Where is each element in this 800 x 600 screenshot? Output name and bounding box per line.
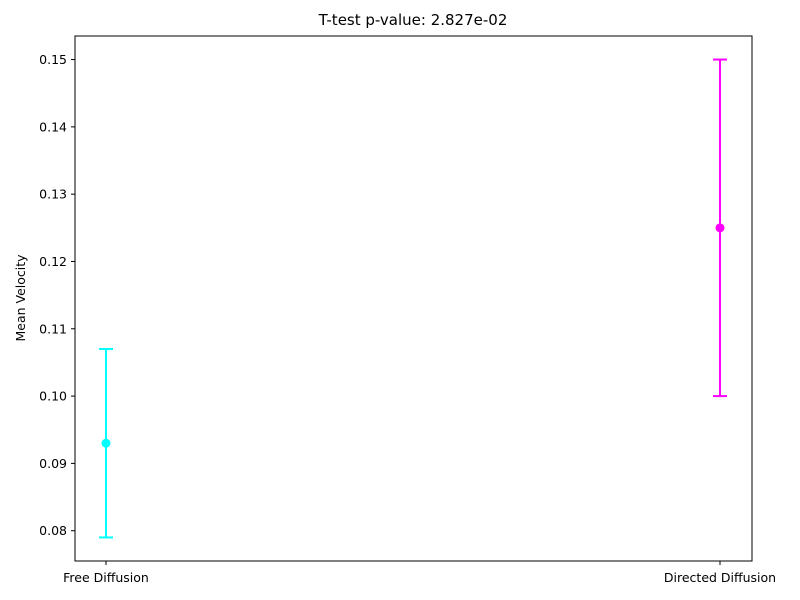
y-tick-label: 0.13 bbox=[39, 187, 67, 202]
plot-frame bbox=[74, 35, 753, 562]
y-tick-label: 0.09 bbox=[39, 456, 67, 471]
chart-title: T-test p-value: 2.827e-02 bbox=[318, 11, 508, 29]
y-tick-label: 0.15 bbox=[39, 52, 67, 67]
x-tick-label: Directed Diffusion bbox=[664, 570, 776, 585]
y-tick-label: 0.12 bbox=[39, 254, 67, 269]
y-tick-label: 0.10 bbox=[39, 389, 67, 404]
y-tick-label: 0.08 bbox=[39, 523, 67, 538]
plot-area: 0.08 0.09 0.10 0.11 0.12 0.13 0.14 0.15 Free Dif… bbox=[39, 35, 776, 585]
mean-point-directed-diffusion bbox=[715, 223, 725, 233]
mean-point-free-diffusion bbox=[101, 438, 111, 448]
y-tick-label: 0.14 bbox=[39, 119, 67, 134]
y-axis-title: Mean Velocity bbox=[13, 254, 28, 342]
x-tick-label: Free Diffusion bbox=[63, 570, 149, 585]
y-tick-label: 0.11 bbox=[39, 321, 67, 336]
